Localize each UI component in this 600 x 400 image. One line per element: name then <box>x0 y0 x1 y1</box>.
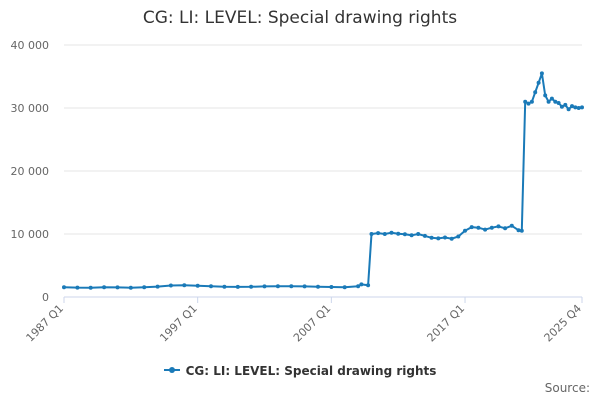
data-point[interactable] <box>570 104 574 109</box>
data-point[interactable] <box>316 284 320 289</box>
data-point[interactable] <box>496 224 501 229</box>
x-tick-label: 1997 Q1 <box>157 302 200 345</box>
x-tick-label: 1987 Q1 <box>24 302 67 345</box>
data-point[interactable] <box>566 107 571 112</box>
data-point[interactable] <box>489 225 494 230</box>
data-point[interactable] <box>155 284 160 289</box>
y-tick-label: 40 000 <box>11 39 50 52</box>
data-point[interactable] <box>409 233 414 238</box>
data-point[interactable] <box>519 228 524 233</box>
legend-swatch <box>163 366 180 373</box>
data-point[interactable] <box>463 228 467 233</box>
data-point[interactable] <box>356 284 361 289</box>
data-point[interactable] <box>88 285 93 290</box>
data-point[interactable] <box>396 231 401 236</box>
y-tick-label: 30 000 <box>11 102 50 115</box>
data-point[interactable] <box>182 283 187 288</box>
data-point[interactable] <box>342 285 347 290</box>
data-point[interactable] <box>302 284 307 289</box>
data-point[interactable] <box>543 93 548 98</box>
series-line <box>63 72 583 289</box>
data-point[interactable] <box>456 234 461 239</box>
gridlines <box>64 44 582 235</box>
data-point[interactable] <box>142 285 147 290</box>
data-point[interactable] <box>235 284 240 289</box>
data-point[interactable] <box>402 232 407 237</box>
chart-title: CG: LI: LEVEL: Special drawing rights <box>142 8 458 28</box>
data-point[interactable] <box>102 285 107 290</box>
data-point[interactable] <box>389 230 394 235</box>
data-point[interactable] <box>523 99 528 104</box>
data-point[interactable] <box>469 225 474 230</box>
data-point[interactable] <box>576 106 581 110</box>
data-point[interactable] <box>209 284 213 289</box>
data-point[interactable] <box>382 232 387 236</box>
data-point[interactable] <box>509 223 514 228</box>
data-point[interactable] <box>539 71 544 76</box>
data-point[interactable] <box>62 285 66 290</box>
data-point[interactable] <box>529 99 534 104</box>
data-point[interactable] <box>476 225 481 230</box>
data-point[interactable] <box>369 232 374 236</box>
data-point[interactable] <box>443 235 447 240</box>
legend[interactable]: CG: LI: LEVEL: Special drawing rights <box>0 364 600 378</box>
data-point[interactable] <box>526 101 531 106</box>
data-point[interactable] <box>329 285 334 289</box>
x-axis-ticks: 1987 Q1 1997 Q1 2007 Q1 2017 Q1 2025 Q4 <box>24 297 585 345</box>
data-point[interactable] <box>546 99 551 104</box>
data-point[interactable] <box>503 226 508 231</box>
y-tick-label: 0 <box>42 291 49 304</box>
x-tick-label: 2017 Q1 <box>425 302 468 345</box>
data-point[interactable] <box>289 284 294 289</box>
data-point[interactable] <box>449 236 454 241</box>
data-point[interactable] <box>573 105 578 110</box>
source-label: Source: <box>544 381 590 395</box>
data-point[interactable] <box>559 104 564 109</box>
data-point[interactable] <box>483 227 488 232</box>
y-tick-label: 10 000 <box>11 228 50 241</box>
data-point[interactable] <box>536 80 541 85</box>
data-point[interactable] <box>195 283 200 288</box>
data-point[interactable] <box>366 283 371 288</box>
data-point[interactable] <box>436 236 441 241</box>
data-point[interactable] <box>75 285 80 290</box>
data-point[interactable] <box>422 233 427 238</box>
data-point[interactable] <box>516 228 521 233</box>
data-point[interactable] <box>556 101 561 105</box>
data-point[interactable] <box>128 285 133 290</box>
legend-label: CG: LI: LEVEL: Special drawing rights <box>185 364 437 378</box>
data-point[interactable] <box>168 283 173 288</box>
data-point[interactable] <box>262 284 267 289</box>
data-point[interactable] <box>115 285 120 290</box>
data-point[interactable] <box>249 284 254 289</box>
data-point[interactable] <box>533 90 538 95</box>
data-point[interactable] <box>376 231 381 236</box>
data-point[interactable] <box>416 232 421 236</box>
x-tick-label: 2007 Q1 <box>291 302 334 345</box>
data-point[interactable] <box>429 235 434 240</box>
data-point[interactable] <box>222 284 227 289</box>
data-point[interactable] <box>359 282 364 287</box>
y-tick-label: 20 000 <box>11 165 50 178</box>
y-axis-ticks: 0 10 000 20 000 30 000 40 000 <box>11 39 50 304</box>
data-point[interactable] <box>563 102 568 107</box>
data-point[interactable] <box>553 99 558 104</box>
x-tick-label: 2025 Q4 <box>542 302 585 345</box>
series-group <box>62 71 584 290</box>
data-point[interactable] <box>580 105 584 110</box>
data-point[interactable] <box>275 284 280 289</box>
data-point[interactable] <box>549 96 554 101</box>
